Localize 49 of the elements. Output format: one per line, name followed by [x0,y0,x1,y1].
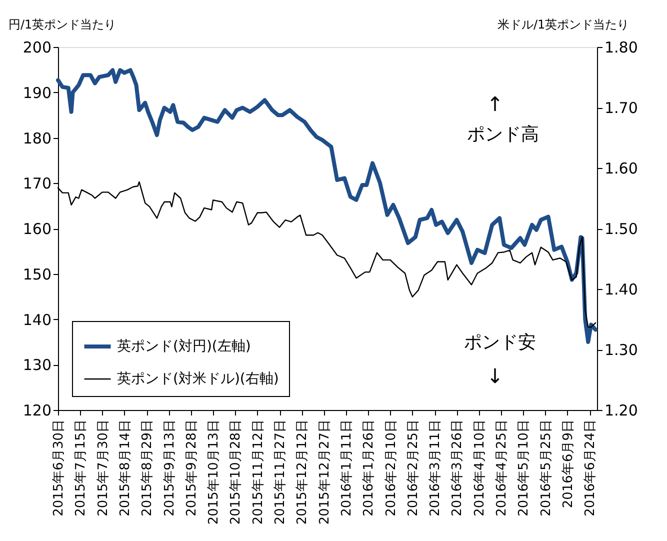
x-tick-label: 2016年3月26日 [450,420,466,516]
x-tick-label: 2016年5月10日 [516,420,532,516]
x-tick-label: 2016年2月25日 [406,420,421,516]
legend-label: 英ポンド(対米ドル)(右軸) [117,371,279,387]
x-tick-label: 2015年7月30日 [96,420,111,516]
x-tick-label: 2016年4月10日 [472,420,488,516]
y-axis-title: 円/1英ポンド当たり [8,18,116,32]
x-tick-label: 2016年1月11日 [339,420,354,516]
x-tick-label: 2015年9月28日 [184,420,200,516]
annotation: ↑ [486,92,504,116]
x-tick-label: 2016年4月25日 [494,420,510,516]
x-tick-label: 2016年2月10日 [384,420,399,516]
x-tick-label: 2016年1月26日 [362,420,377,516]
y-tick-label: 120 [22,402,52,420]
annotation: ↓ [486,364,504,388]
y2-tick-label: 1.20 [604,402,638,420]
x-tick-label: 2016年6月24日 [583,420,598,516]
y-tick-label: 190 [22,84,52,102]
x-tick-label: 2015年10月13日 [206,420,222,525]
x-tick-label: 2016年6月9日 [560,420,576,508]
x-tick-label: 2015年6月30日 [52,420,66,516]
y2-tick-label: 1.60 [604,160,638,178]
y2-tick-label: 1.50 [604,220,638,238]
legend-label: 英ポンド(対円)(左軸) [117,338,251,354]
y-tick-label: 150 [22,265,52,284]
x-tick-label: 2015年7月15日 [74,420,89,516]
y2-tick-label: 1.40 [604,280,638,298]
x-tick-label: 2015年11月12日 [250,420,266,525]
y2-tick-label: 1.80 [604,38,638,56]
annotation: ポンド高 [467,124,539,145]
y-tick-label: 130 [22,356,52,374]
annotation: ポンド安 [464,332,536,353]
y-tick-label: 160 [22,220,52,238]
x-tick-label: 2015年12月12日 [295,420,310,525]
x-tick-label: 2015年12月27日 [317,420,332,525]
y2-tick-label: 1.70 [604,99,638,117]
y-tick-label: 180 [22,129,52,148]
x-tick-label: 2015年10月28日 [228,420,244,525]
y-tick-label: 170 [22,174,52,193]
x-tick-label: 2015年11月27日 [273,420,288,525]
x-tick-label: 2015年9月13日 [162,420,178,516]
y2-tick-label: 1.30 [604,341,638,359]
y-tick-label: 200 [22,38,52,56]
x-tick-label: 2015年8月29日 [140,420,156,516]
y2-axis-title: 米ドル/1英ポンド当たり [498,18,630,32]
x-tick-label: 2016年5月25日 [538,420,554,516]
y-tick-label: 140 [22,310,52,329]
x-tick-label: 2016年3月11日 [428,420,444,516]
x-tick-label: 2015年8月14日 [118,420,133,516]
